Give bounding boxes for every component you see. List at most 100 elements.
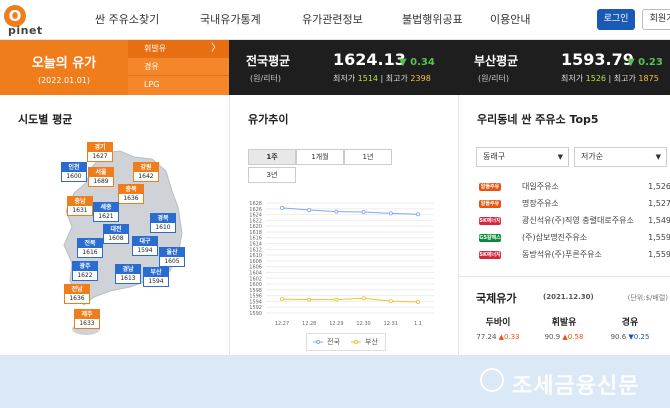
intl-title: 국제유가 — [476, 292, 517, 305]
station-row[interactable]: 알뜰주유소 명장주유소 1,527 — [477, 195, 670, 215]
region-daegu[interactable]: 대구 1594 — [132, 236, 158, 256]
max-label: 최고가 — [613, 74, 636, 83]
watermark-logo-icon — [480, 368, 504, 392]
menu-price-info[interactable]: 유가관련정보 — [302, 13, 363, 26]
station-name: 광신석유(주)직영 충렬대로주유소 — [522, 216, 634, 225]
series-line-부산 — [281, 297, 419, 303]
station-row[interactable]: 알뜰주유소 대일주유소 1,526 — [477, 178, 670, 198]
station-name: (주)삼보명진주유소 — [522, 233, 588, 242]
legend-swatches — [313, 340, 361, 344]
busan-max: 1875 — [638, 74, 659, 83]
region-sejong[interactable]: 세종 1621 — [93, 202, 119, 222]
trend-panel: 유가추이 1주 1개월 1년 3년 1590 1592 1594 1596 1598 16… — [230, 95, 458, 355]
min-label: 최저가 — [333, 74, 356, 83]
region-daejeon[interactable]: 대전 1608 — [103, 224, 129, 244]
login-button[interactable]: 로그인 — [597, 9, 635, 30]
y-tick-label: 1614 — [249, 242, 262, 248]
today-price-box: 오늘의 유가 (2022.01.01) — [0, 40, 128, 95]
menu-domestic-stats[interactable]: 국내유가통계 — [200, 13, 261, 26]
region-gwangju[interactable]: 광주 1622 — [72, 261, 98, 281]
data-point — [280, 297, 285, 302]
busan-average-label: 부산평균 — [474, 54, 519, 68]
data-point — [415, 212, 420, 217]
brand-logo-icon: 알뜰주유소 — [479, 183, 501, 198]
y-tick-label: 1600 — [249, 282, 262, 288]
station-row[interactable]: SK에너지 동방석유(주)푸른주유소 1,559 — [477, 246, 670, 264]
oil-name: 경유 — [621, 318, 639, 328]
tab-3year[interactable]: 3년 — [248, 167, 296, 183]
national-max: 2398 — [410, 74, 431, 83]
region-gangwon[interactable]: 강원 1642 — [133, 162, 159, 182]
region-incheon[interactable]: 인천 1600 — [61, 162, 87, 182]
y-tick-label: 1624 — [249, 213, 262, 219]
y-tick-label: 1590 — [249, 311, 262, 317]
oil-value: 90.6 — [610, 333, 627, 341]
x-tick-label: 12.29 — [329, 321, 343, 327]
brand-logo-icon: SK에너지 — [479, 217, 501, 225]
y-tick-label: 1618 — [249, 230, 262, 236]
data-point — [334, 297, 339, 302]
national-average: 전국평균 (원/리터) 1624.13 ▼ 0.34 최저가 1514 | 최고… — [246, 40, 456, 95]
national-average-label: 전국평균 — [246, 54, 291, 68]
station-row[interactable]: GS칼텍스 (주)삼보명진주유소 1,559 — [477, 229, 670, 247]
tab-1week[interactable]: 1주 — [248, 149, 296, 165]
intl-date: (2021.12.30) — [543, 293, 594, 301]
oil-name: 휘발유 — [551, 318, 577, 328]
menu-cheap-station[interactable]: 싼 주유소찾기 — [95, 13, 160, 26]
tab-gasoline-label: 휘발유 — [144, 44, 167, 53]
region-jeonnam[interactable]: 전남 1636 — [64, 284, 90, 304]
busan-change: ▼ 0.23 — [627, 57, 663, 68]
x-tick-label: 12.31 — [384, 321, 398, 327]
data-point — [388, 211, 393, 216]
region-chungnam[interactable]: 충남 1631 — [67, 196, 93, 216]
region-seoul[interactable]: 서울 1689 — [88, 167, 114, 187]
station-name: 동방석유(주)푸른주유소 — [522, 250, 602, 259]
fuel-tabs: 휘발유 〉 경유 LPG — [128, 40, 229, 95]
busan-min: 1526 — [585, 74, 606, 83]
max-label: 최고가 — [385, 74, 408, 83]
data-point — [334, 209, 339, 214]
region-gyeongbuk[interactable]: 경북 1610 — [150, 213, 176, 233]
region-ulsan[interactable]: 울산 1605 — [159, 247, 185, 267]
legend-national-marker — [316, 340, 320, 344]
y-tick-label: 1594 — [249, 299, 262, 305]
trend-chart: 1590159215941596159816001602160416061608… — [249, 201, 434, 327]
national-minmax: 최저가 1514 | 최고가 2398 — [333, 74, 431, 83]
y-tick-label: 1620 — [249, 224, 262, 230]
sort-select[interactable]: 저가순 ▼ — [574, 147, 667, 167]
station-row[interactable]: SK에너지 광신석유(주)직영 충렬대로주유소 1,549 — [477, 212, 670, 230]
region-busan[interactable]: 부산 1594 — [143, 267, 169, 287]
region-chungbuk[interactable]: 충북 1636 — [118, 184, 144, 204]
busan-unit: (원/리터) — [478, 74, 510, 83]
region-jeju[interactable]: 제주 1633 — [74, 309, 100, 329]
national-unit: (원/리터) — [250, 74, 282, 83]
region-gyeonggi[interactable]: 경기 1627 — [87, 142, 113, 162]
station-name: 대일주유소 — [522, 182, 559, 191]
series-line-전국 — [281, 207, 419, 215]
brand-logo-icon: SK에너지 — [479, 251, 501, 259]
station-price: 1,559 — [648, 233, 670, 242]
tab-lpg[interactable]: LPG — [144, 80, 160, 89]
tab-1year[interactable]: 1년 — [344, 149, 392, 165]
busan-minmax: 최저가 1526 | 최고가 1875 — [561, 74, 659, 83]
y-tick-label: 1610 — [249, 253, 262, 259]
tab-diesel[interactable]: 경유 — [128, 58, 229, 76]
caret-down-icon: ▼ — [557, 153, 563, 161]
data-point — [280, 205, 285, 210]
district-value: 동래구 — [483, 152, 506, 161]
opinet-logo[interactable]: O pinet — [4, 5, 64, 37]
menu-guide[interactable]: 이용안내 — [490, 13, 531, 26]
y-tick-label: 1596 — [249, 294, 262, 300]
y-tick-label: 1604 — [249, 270, 262, 276]
brand-logo-icon: GS칼텍스 — [479, 234, 501, 242]
main-menu: 싼 주유소찾기 국내유가통계 유가관련정보 불법행위공표 이용안내 — [95, 0, 570, 40]
tab-1month[interactable]: 1개월 — [296, 149, 344, 165]
legend-national: 전국 — [327, 338, 340, 346]
district-select[interactable]: 동래구 ▼ — [476, 147, 569, 167]
region-gyeongnam[interactable]: 경남 1613 — [115, 264, 141, 284]
join-button[interactable]: 회원가 — [642, 9, 670, 30]
menu-illegal-notice[interactable]: 불법행위공표 — [402, 13, 463, 26]
region-jeonbuk[interactable]: 전북 1616 — [77, 238, 103, 258]
tab-gasoline[interactable]: 휘발유 〉 — [128, 40, 229, 58]
panel-divider — [229, 95, 230, 355]
